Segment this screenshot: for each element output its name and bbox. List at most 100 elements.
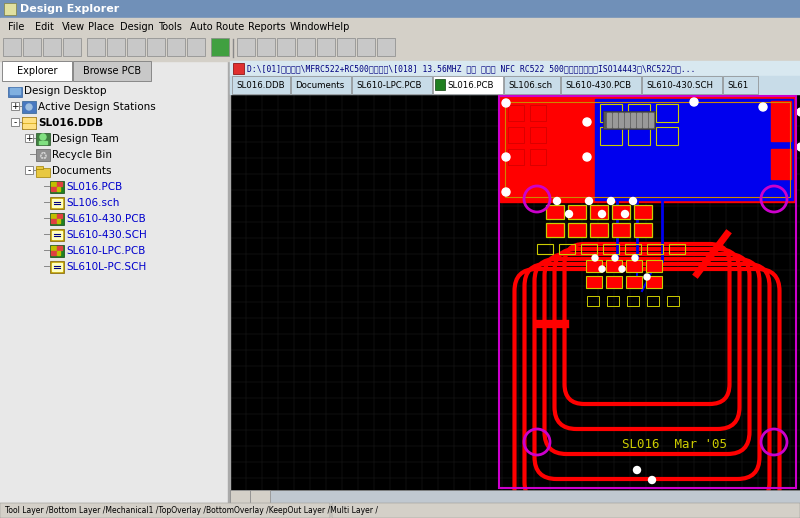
Bar bbox=[52, 263, 62, 271]
Bar bbox=[187, 38, 205, 56]
Circle shape bbox=[583, 153, 591, 161]
Circle shape bbox=[612, 255, 618, 261]
Bar bbox=[591, 224, 607, 236]
Text: SL016  Mar '05: SL016 Mar '05 bbox=[622, 438, 727, 451]
Text: SL610L-PC.SCH: SL610L-PC.SCH bbox=[66, 262, 146, 272]
Bar bbox=[23, 124, 35, 128]
Circle shape bbox=[598, 210, 606, 218]
Bar bbox=[546, 223, 564, 237]
Bar bbox=[586, 276, 602, 288]
Text: ♻: ♻ bbox=[38, 151, 47, 161]
Bar bbox=[587, 277, 601, 287]
Text: Auto Route: Auto Route bbox=[190, 22, 244, 32]
Bar bbox=[36, 149, 50, 161]
Text: View: View bbox=[62, 22, 85, 32]
Bar bbox=[600, 104, 622, 122]
Text: Tools: Tools bbox=[158, 22, 182, 32]
Bar bbox=[0, 503, 800, 518]
Circle shape bbox=[502, 99, 510, 107]
Text: -: - bbox=[14, 118, 17, 127]
Bar bbox=[50, 213, 64, 225]
Bar bbox=[613, 224, 629, 236]
Bar bbox=[3, 38, 21, 56]
Bar bbox=[587, 296, 599, 306]
Text: Help: Help bbox=[327, 22, 350, 32]
Bar bbox=[504, 76, 560, 94]
Text: Window: Window bbox=[290, 22, 328, 32]
Circle shape bbox=[502, 188, 510, 196]
Bar bbox=[613, 206, 629, 218]
Text: SL016.DDB: SL016.DDB bbox=[236, 80, 285, 90]
Bar bbox=[22, 101, 36, 113]
Text: Design Team: Design Team bbox=[52, 134, 118, 144]
Bar bbox=[11, 102, 19, 110]
Bar bbox=[559, 244, 575, 254]
Circle shape bbox=[607, 197, 614, 205]
Text: Place: Place bbox=[88, 22, 114, 32]
Bar bbox=[230, 76, 800, 94]
Circle shape bbox=[566, 210, 573, 218]
Bar bbox=[57, 182, 62, 186]
Bar bbox=[167, 38, 185, 56]
Bar bbox=[257, 38, 275, 56]
Bar bbox=[628, 127, 650, 145]
Bar bbox=[627, 296, 639, 306]
Circle shape bbox=[759, 103, 767, 111]
Bar bbox=[635, 206, 651, 218]
Bar bbox=[626, 276, 642, 288]
Bar bbox=[586, 260, 602, 272]
Bar bbox=[8, 87, 22, 97]
Bar bbox=[237, 38, 255, 56]
Bar bbox=[0, 18, 800, 35]
Bar bbox=[50, 181, 64, 193]
Text: SL610-LPC.PCB: SL610-LPC.PCB bbox=[356, 80, 422, 90]
Circle shape bbox=[619, 266, 625, 272]
Bar bbox=[147, 38, 165, 56]
Bar bbox=[332, 503, 800, 518]
Bar bbox=[619, 113, 623, 127]
Bar bbox=[377, 38, 395, 56]
Bar bbox=[547, 224, 563, 236]
Bar bbox=[669, 244, 685, 254]
Text: SL610-430.PCB: SL610-430.PCB bbox=[66, 214, 146, 224]
Bar bbox=[36, 133, 50, 145]
Bar bbox=[590, 205, 608, 219]
Bar bbox=[23, 118, 35, 122]
Bar bbox=[352, 76, 432, 94]
Bar bbox=[646, 276, 662, 288]
Text: D:\[01]单打独斗\MFRC522+RC500设计资料\[018] 13.56MHZ 射频 非接触 NFC RC522 500开发设计资料（ISO14443: D:\[01]单打独斗\MFRC522+RC500设计资料\[018] 13.5… bbox=[247, 64, 695, 73]
Bar bbox=[627, 261, 641, 271]
Bar bbox=[625, 113, 629, 127]
Circle shape bbox=[599, 266, 605, 272]
Bar bbox=[612, 205, 630, 219]
Bar bbox=[569, 206, 585, 218]
Bar bbox=[51, 182, 56, 186]
Bar bbox=[51, 219, 56, 223]
Bar bbox=[587, 261, 601, 271]
Bar bbox=[50, 229, 64, 241]
Text: Recycle Bin: Recycle Bin bbox=[52, 150, 112, 160]
Bar bbox=[230, 490, 250, 503]
Text: Design Desktop: Design Desktop bbox=[24, 86, 106, 96]
Bar bbox=[211, 38, 229, 56]
Bar bbox=[561, 76, 641, 94]
Text: Design Explorer: Design Explorer bbox=[20, 4, 119, 14]
Circle shape bbox=[797, 108, 800, 116]
Circle shape bbox=[630, 197, 637, 205]
Bar bbox=[603, 244, 619, 254]
Bar bbox=[291, 76, 351, 94]
Bar bbox=[508, 105, 524, 121]
Bar bbox=[634, 223, 652, 237]
Circle shape bbox=[634, 467, 641, 473]
Bar bbox=[228, 61, 230, 518]
Bar bbox=[625, 244, 641, 254]
Bar bbox=[73, 61, 151, 81]
Bar bbox=[606, 260, 622, 272]
Bar bbox=[0, 61, 228, 518]
Bar bbox=[627, 277, 641, 287]
Bar bbox=[649, 113, 653, 127]
Text: SL016.PCB: SL016.PCB bbox=[447, 80, 494, 90]
Bar bbox=[530, 149, 546, 165]
Circle shape bbox=[586, 197, 593, 205]
Bar bbox=[590, 223, 608, 237]
